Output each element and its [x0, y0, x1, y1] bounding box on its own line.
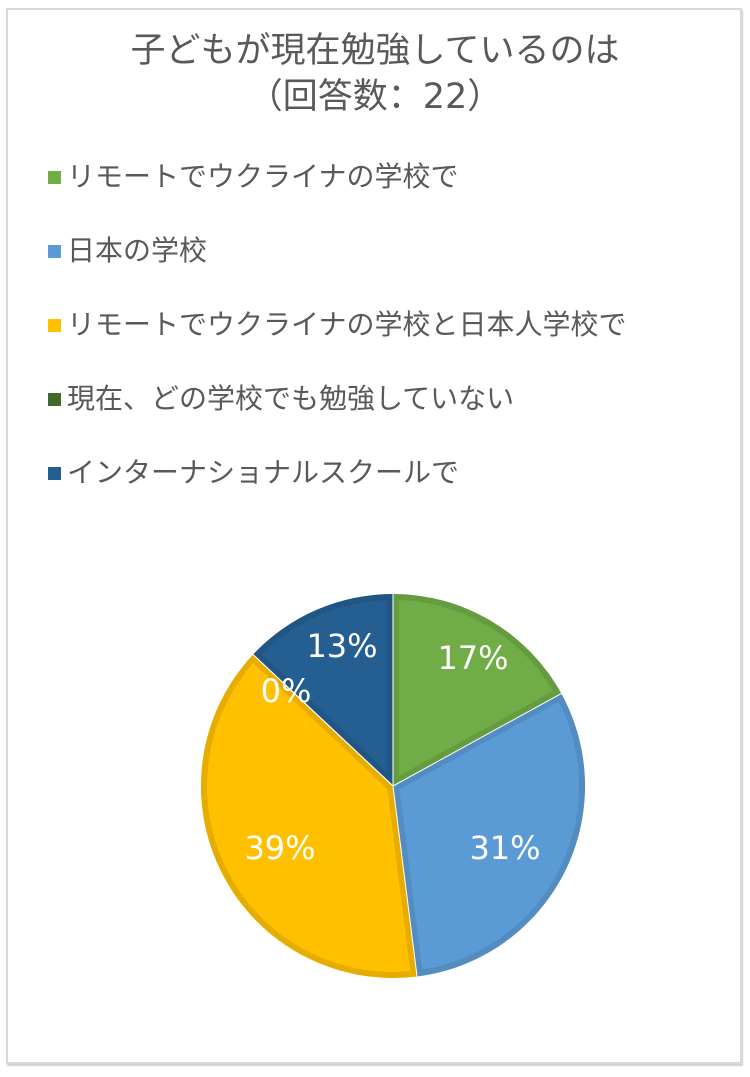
chart-title: 子どもが現在勉強しているのは （回答数：22）	[0, 28, 750, 120]
slice-separator	[392, 693, 562, 787]
legend-label: 現在、どの学校でも勉強していない	[67, 382, 515, 415]
legend-label: 日本の学校	[67, 234, 208, 267]
legend-label: リモートでウクライナの学校で	[67, 160, 459, 193]
chart-title-line1: 子どもが現在勉強しているのは	[130, 31, 620, 71]
legend-marker-icon	[48, 170, 61, 184]
pie-data-label: 13%	[306, 627, 377, 665]
pie-data-label: 31%	[469, 829, 540, 867]
slice-separator	[252, 654, 394, 787]
slice-separator	[392, 785, 418, 977]
legend-label: リモートでウクライナの学校と日本人学校で	[67, 308, 627, 341]
pie-slice[interactable]	[201, 654, 418, 978]
pie-data-labels: 17% 31% 39% 0% 13%	[244, 627, 540, 867]
legend-marker-icon	[48, 318, 61, 332]
pie-data-label: 39%	[244, 829, 315, 867]
legend-marker-icon	[48, 392, 61, 406]
legend-item-japanese-school[interactable]: 日本の学校	[48, 234, 207, 268]
legend-marker-icon	[48, 466, 61, 480]
pie-data-label: 0%	[261, 672, 312, 710]
pie-data-label: 17%	[437, 639, 508, 677]
legend-item-remote-and-japanese[interactable]: リモートでウクライナの学校と日本人学校で	[48, 308, 626, 342]
chart-title-line2: （回答数：22）	[247, 77, 503, 117]
pie-slice[interactable]	[253, 594, 393, 786]
legend-marker-icon	[48, 244, 61, 258]
pie-slice[interactable]	[393, 693, 585, 977]
legend-item-not-studying[interactable]: 現在、どの学校でも勉強していない	[48, 382, 514, 416]
legend-item-remote-ukraine[interactable]: リモートでウクライナの学校で	[48, 160, 458, 194]
legend-item-international-school[interactable]: インターナショナルスクールで	[48, 456, 459, 490]
legend-label: インターナショナルスクールで	[67, 456, 460, 489]
pie-slices	[201, 594, 585, 978]
